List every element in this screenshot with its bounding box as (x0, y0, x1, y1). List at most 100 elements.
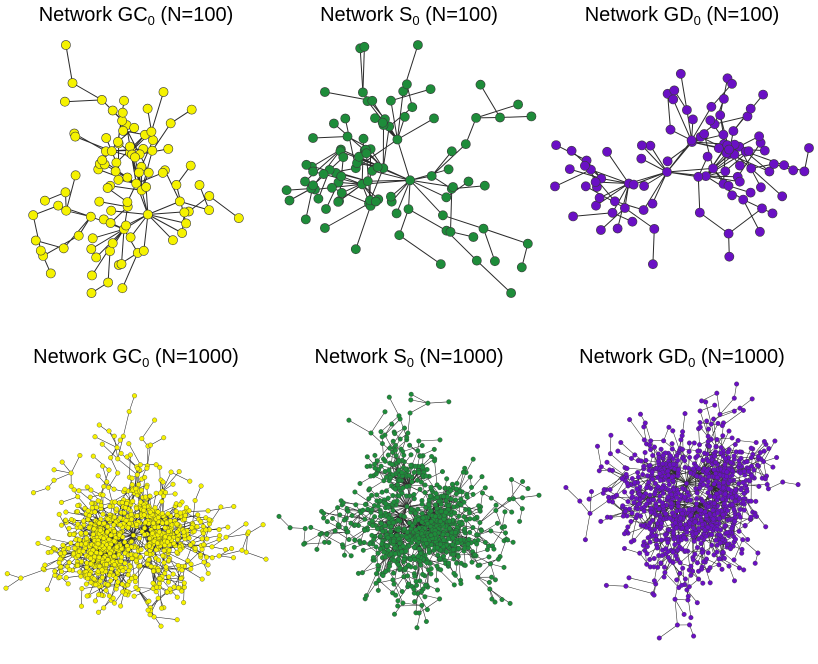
network-node (288, 525, 293, 530)
network-node (595, 193, 604, 202)
network-node (134, 168, 143, 177)
network-node (580, 161, 589, 170)
network-node (800, 167, 809, 176)
network-node (368, 96, 377, 105)
network-node (360, 42, 369, 51)
network-node (419, 480, 424, 485)
network-node (195, 524, 200, 529)
network-node (695, 208, 704, 217)
network-node (352, 545, 357, 550)
network-node (5, 571, 10, 576)
network-node (112, 487, 117, 492)
network-node (163, 535, 168, 540)
network-edge (417, 605, 422, 627)
network-node (178, 228, 187, 237)
network-node (89, 501, 94, 506)
network-node (387, 468, 392, 473)
network-edge (349, 420, 371, 433)
network-edge (129, 396, 134, 412)
network-node (363, 517, 368, 522)
network-node (447, 147, 456, 156)
network-node (234, 214, 243, 223)
network-node (380, 529, 385, 534)
network-node (682, 105, 691, 114)
network-node (492, 547, 497, 552)
network-edge (418, 594, 440, 599)
network-node (135, 514, 140, 519)
network-node (437, 597, 442, 602)
network-edge (66, 45, 73, 83)
network-node (454, 561, 459, 566)
network-node (347, 537, 352, 542)
network-node (486, 544, 491, 549)
network-node (49, 550, 54, 555)
network-node (725, 252, 734, 261)
network-node (167, 548, 172, 553)
network-node (232, 504, 237, 509)
network-node (71, 171, 80, 180)
network-edge (65, 100, 102, 102)
network-node (142, 475, 147, 480)
network-node (460, 522, 465, 527)
network-node (789, 166, 798, 175)
network-node (207, 518, 212, 523)
network-node (111, 523, 116, 528)
network-node (480, 491, 485, 496)
network-node (321, 511, 326, 516)
network-node (231, 555, 236, 560)
network-node (58, 551, 63, 556)
network-node (511, 496, 516, 501)
network-node (337, 172, 346, 181)
network-graph-gd-1000 (546, 378, 818, 644)
network-node (440, 469, 445, 474)
network-edge (513, 495, 539, 498)
network-node (89, 551, 94, 556)
network-node (637, 141, 646, 150)
network-node (487, 580, 492, 585)
network-node (187, 536, 192, 541)
network-node (706, 116, 715, 125)
network-node (309, 181, 318, 190)
network-node (130, 476, 135, 481)
network-node (567, 146, 576, 155)
network-edge (325, 203, 369, 228)
network-node (376, 551, 381, 556)
network-node (157, 530, 162, 535)
network-node (446, 561, 451, 566)
network-node (79, 604, 84, 609)
network-edge (73, 83, 102, 100)
network-node (402, 514, 407, 519)
network-node (384, 489, 389, 494)
network-node (67, 560, 72, 565)
network-node (99, 503, 104, 508)
network-node (183, 513, 188, 518)
network-node (474, 542, 479, 547)
network-node (760, 146, 769, 155)
network-node (156, 525, 161, 530)
network-node (164, 521, 169, 526)
network-node (403, 467, 408, 472)
network-node (182, 581, 187, 586)
network-node (406, 563, 411, 568)
network-node (438, 556, 443, 561)
network-node (78, 525, 83, 530)
network-node (105, 524, 110, 529)
network-node (412, 492, 417, 497)
network-node (246, 530, 251, 535)
network-node (520, 496, 525, 501)
network-node (409, 453, 414, 458)
network-node (97, 423, 102, 428)
network-node (101, 606, 106, 611)
network-node (52, 478, 57, 483)
network-node (350, 513, 355, 518)
network-node (84, 536, 89, 541)
network-node (179, 576, 184, 581)
network-node (378, 498, 383, 503)
network-node (118, 604, 123, 609)
network-node (394, 453, 399, 458)
network-node (75, 563, 80, 568)
network-node (453, 498, 458, 503)
network-node (472, 256, 481, 265)
network-node (370, 519, 375, 524)
network-node (78, 453, 83, 458)
